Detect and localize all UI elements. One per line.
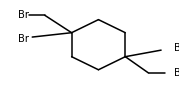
- Text: Br: Br: [174, 68, 179, 78]
- Text: Br: Br: [18, 34, 29, 44]
- Text: Br: Br: [18, 10, 29, 20]
- Text: Br: Br: [174, 43, 179, 53]
